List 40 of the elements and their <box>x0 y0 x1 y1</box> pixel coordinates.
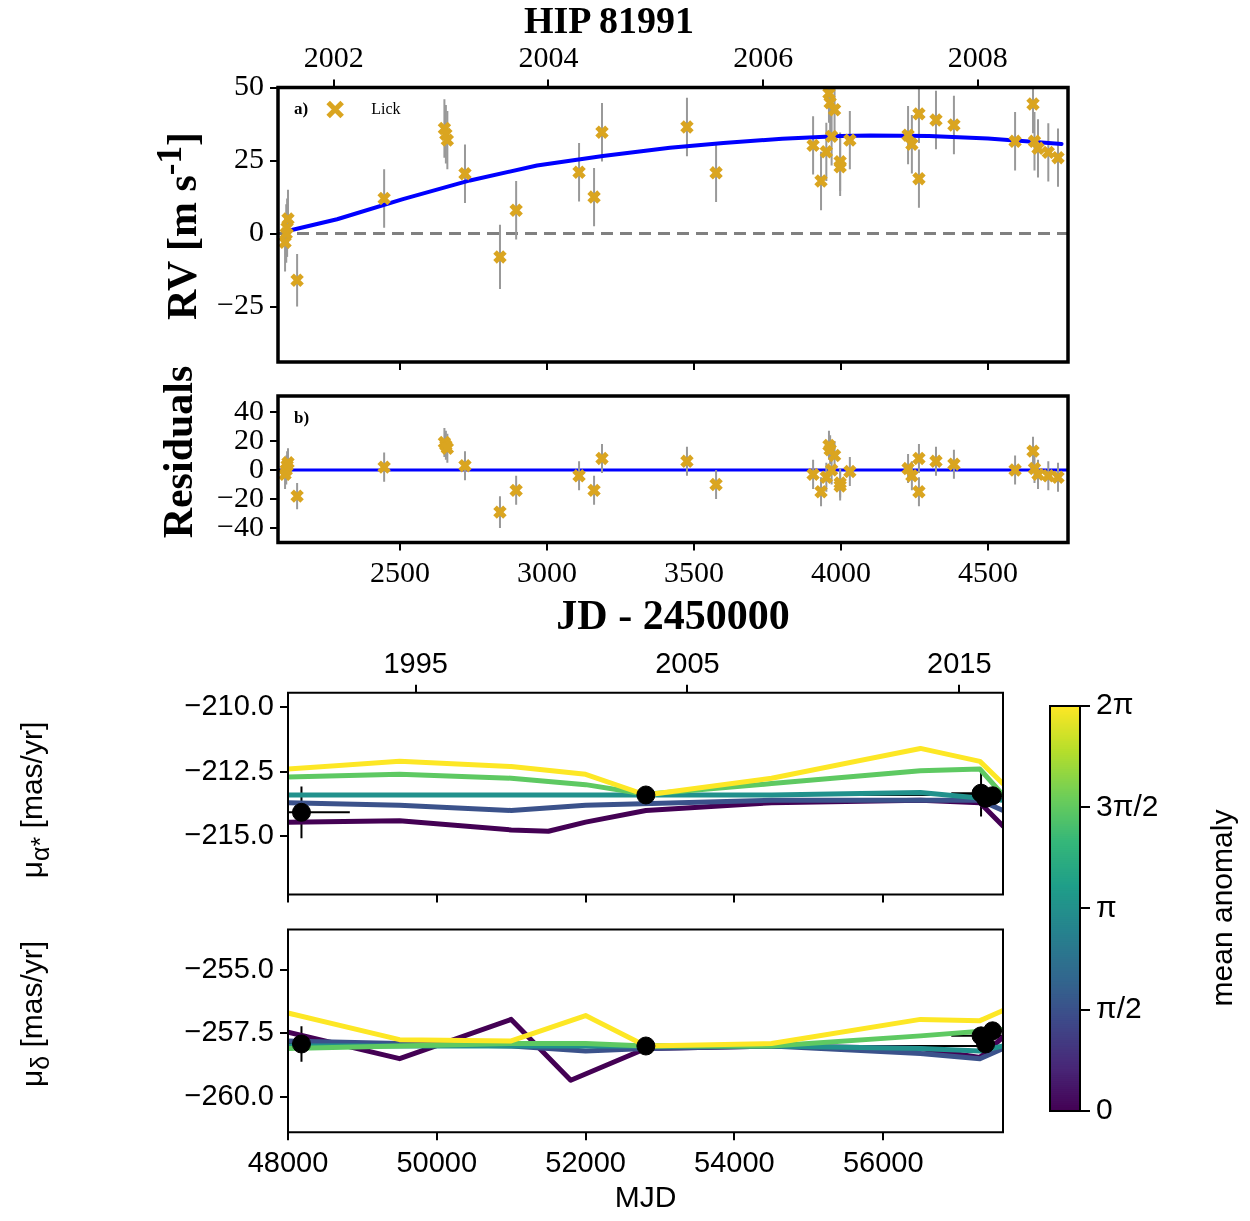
x-tick-label: 3500 <box>664 555 725 589</box>
x2-tick-label: 2002 <box>303 40 364 74</box>
color-bar-title: mean anomaly <box>1205 809 1239 1007</box>
legend-label: Lick <box>371 99 401 117</box>
x-axis-title: MJD <box>614 1180 677 1214</box>
color-bar-label: 0 <box>1096 1092 1113 1126</box>
y-tick-label: −255.0 <box>184 951 274 984</box>
color-bar-label: 2π <box>1096 687 1134 721</box>
chart-title: HIP 81991 <box>524 0 694 41</box>
y-tick-label: 0 <box>249 214 264 248</box>
x-tick-label: 3000 <box>517 555 578 589</box>
x2-tick-label: 2005 <box>655 647 720 680</box>
x2-tick-label: 1995 <box>383 647 448 680</box>
y-tick-label: 25 <box>234 141 264 175</box>
x-tick-label: 4000 <box>811 555 872 589</box>
x-tick-label: 54000 <box>694 1145 775 1178</box>
x2-tick-label: 2006 <box>733 40 794 74</box>
x-tick-label: 56000 <box>842 1145 924 1178</box>
x-axis-title: JD - 2450000 <box>556 591 790 638</box>
x2-tick-label: 2004 <box>518 40 579 74</box>
y-axis-title: Residuals <box>154 365 202 539</box>
x2-tick-label: 2015 <box>926 647 992 680</box>
color-bar-label: π/2 <box>1096 991 1142 1024</box>
x-tick-label: 4500 <box>958 555 1019 589</box>
y-tick-label: 50 <box>234 68 264 102</box>
x-tick-label: 50000 <box>396 1145 478 1178</box>
annotation: a) <box>294 99 309 119</box>
color-bar-label: 3π/2 <box>1096 788 1159 822</box>
color-bar-label: π <box>1096 889 1117 923</box>
y-tick-label: −210.0 <box>184 689 274 722</box>
x-tick-label: 48000 <box>247 1145 329 1178</box>
y-tick-label: −260.0 <box>184 1078 274 1111</box>
y-tick-label: −257.5 <box>184 1015 274 1048</box>
x-tick-label: 2500 <box>370 555 431 589</box>
x2-tick-label: 2008 <box>947 40 1008 74</box>
y-tick-label: −215.0 <box>184 818 274 851</box>
y-tick-label: −25 <box>217 287 264 321</box>
x-tick-label: 52000 <box>545 1145 626 1178</box>
y-tick-label: −212.5 <box>184 753 274 786</box>
annotation: b) <box>294 407 310 427</box>
